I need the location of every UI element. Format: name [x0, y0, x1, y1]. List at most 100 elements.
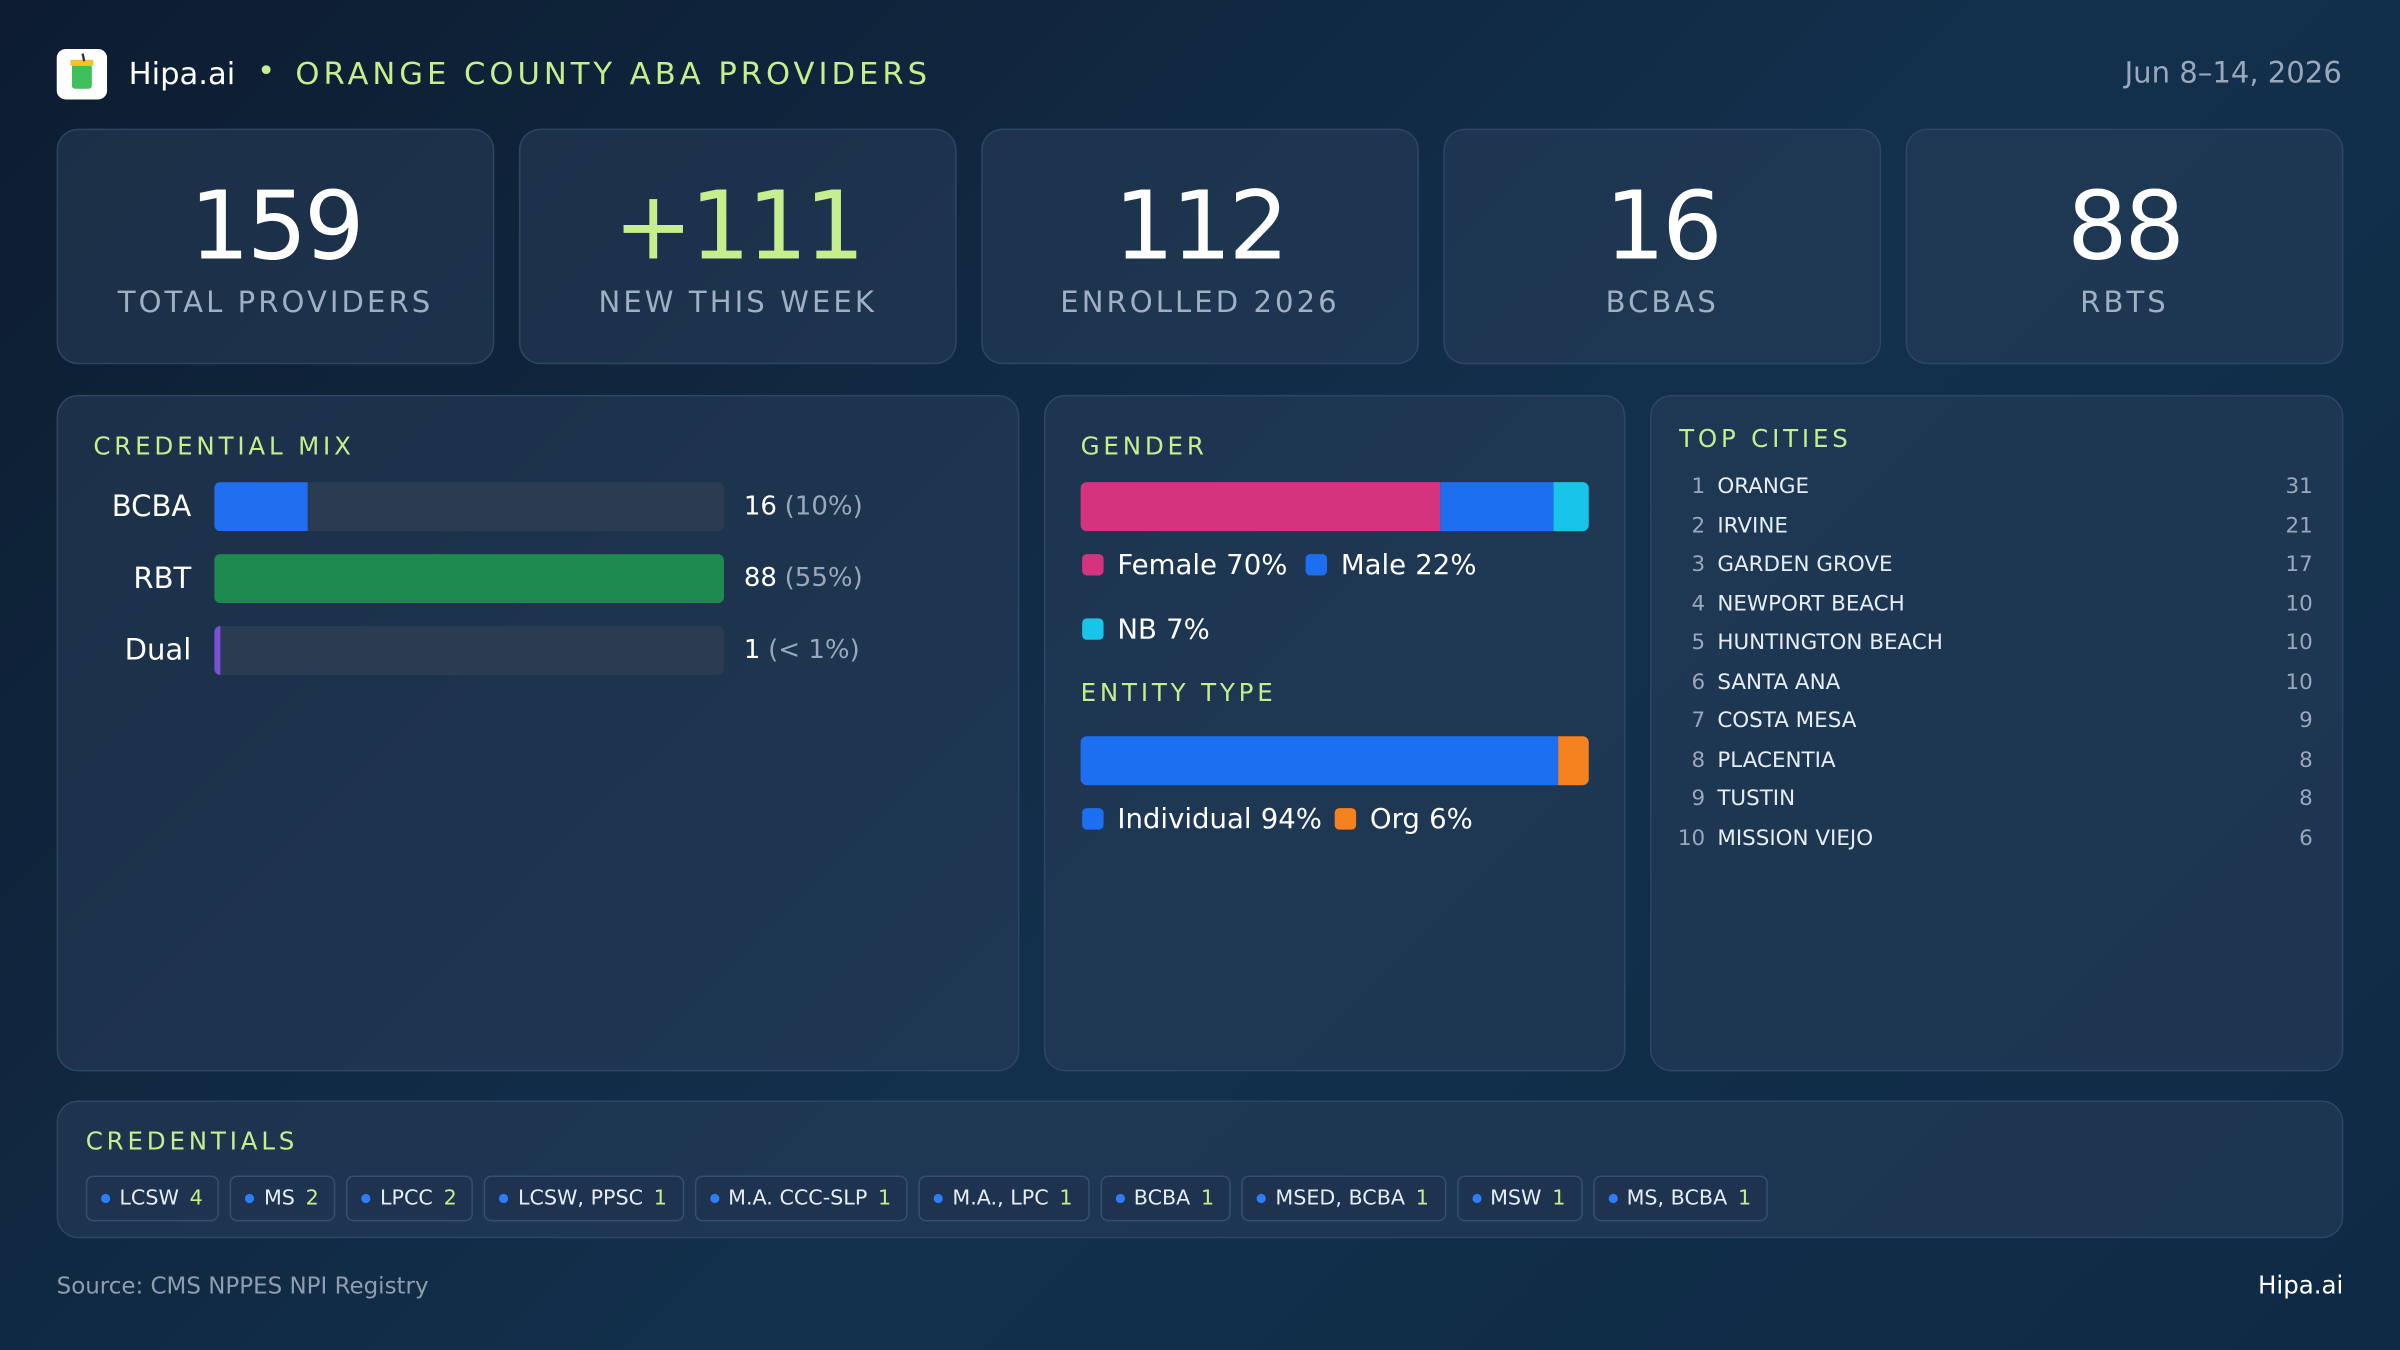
city-count: 10	[2285, 630, 2313, 656]
kpi-value: 88	[2067, 169, 2185, 282]
city-count: 9	[2299, 708, 2313, 734]
logo	[56, 48, 108, 100]
city-rank: 3	[1691, 552, 1706, 578]
value-label-row: 16 (10%)	[744, 491, 863, 522]
credential-chip: LCSW 4	[85, 1175, 220, 1222]
chip-count: 1	[1059, 1186, 1073, 1211]
kpi-label: RBTS	[2080, 286, 2169, 320]
chip-count: 1	[653, 1186, 667, 1211]
legend-value: 6%	[1429, 803, 1473, 836]
city-count: 10	[2285, 669, 2313, 695]
value-label: 1	[743, 635, 761, 666]
kpi-card: +111 NEW THIS WEEK	[518, 128, 957, 365]
panel-title: CREDENTIALS	[85, 1126, 299, 1156]
stacked-segment	[1080, 736, 1559, 786]
percent-label: (< 1%)	[768, 635, 860, 666]
legend-value: 7%	[1166, 613, 1210, 646]
city-rank: 7	[1691, 708, 1706, 734]
chip-dot	[1115, 1193, 1125, 1204]
legend-value: 94%	[1260, 803, 1322, 836]
city-name: HUNTINGTON BEACH	[1717, 630, 1943, 656]
city-name: TUSTIN	[1717, 786, 1796, 812]
credentials-panel: CREDENTIALS LCSW 4 MS 2 LPCC 2 LCSW, PPSC 1 M.A.…	[56, 1100, 2344, 1239]
credential-mix-panel: CREDENTIAL MIX BCBA 16 (10%) RBT 88 (55%) Dual…	[56, 394, 1020, 1072]
city-rank: 9	[1691, 786, 1706, 812]
chip-count: 1	[1415, 1186, 1429, 1211]
chip-label: MSW	[1490, 1186, 1542, 1211]
panel-title: CREDENTIAL MIX	[93, 431, 355, 461]
stacked-segment	[1558, 736, 1589, 786]
bar	[214, 482, 307, 532]
chip-label: MSED, BCBA	[1275, 1186, 1406, 1211]
chip-dot	[709, 1193, 719, 1204]
brand: Hipa.ai	[128, 55, 236, 92]
city-count: 8	[2299, 786, 2313, 812]
chip-count: 2	[305, 1186, 319, 1211]
city-rank: 4	[1691, 591, 1706, 617]
legend-swatch	[1082, 554, 1104, 576]
bar	[214, 626, 221, 675]
value-label: 16	[743, 491, 778, 522]
legend-name: Org	[1369, 803, 1420, 836]
legend-swatch	[1082, 618, 1104, 640]
kpi-value: 112	[1114, 169, 1289, 282]
chip-label: LPCC	[380, 1186, 433, 1211]
chip-dot	[934, 1193, 944, 1204]
bar-track	[214, 554, 724, 604]
legend-name: Individual	[1117, 803, 1252, 836]
stacked-segment	[1552, 482, 1589, 532]
value-label: 88	[743, 563, 778, 594]
kpi-card: 112 ENROLLED 2026	[981, 128, 1419, 365]
credential-chip: LPCC 2	[346, 1175, 474, 1222]
kpi-label: BCBAS	[1605, 286, 1719, 320]
chip-label: M.A., LPC	[952, 1186, 1049, 1211]
value-label-row: 88 (55%)	[744, 563, 863, 594]
city-name: MISSION VIEJO	[1717, 825, 1874, 851]
city-count: 6	[2299, 825, 2313, 851]
city-count: 31	[2285, 474, 2313, 499]
kpi-label: TOTAL PROVIDERS	[117, 286, 434, 320]
credential-chip: M.A., LPC 1	[918, 1175, 1090, 1222]
chip-list: LCSW 4 MS 2 LPCC 2 LCSW, PPSC 1 M.A. CCC-SLP 1 M.A…	[85, 1175, 1779, 1222]
city-name: PLACENTIA	[1717, 747, 1836, 773]
percent-label: (55%)	[784, 563, 863, 594]
header-title: ORANGE COUNTY ABA PROVIDERS	[295, 55, 932, 92]
credential-chip: LCSW, PPSC 1	[484, 1175, 684, 1222]
panel-title: ENTITY TYPE	[1080, 678, 1277, 708]
chip-label: LCSW, PPSC	[517, 1186, 644, 1211]
legend-value: 22%	[1415, 549, 1477, 582]
legend-name: Female	[1117, 549, 1217, 582]
kpi-card: 16 BCBAS	[1443, 128, 1882, 365]
legend-value: 70%	[1226, 549, 1288, 582]
credential-chip: BCBA 1	[1100, 1175, 1232, 1222]
top-cities-panel: TOP CITIES 1 ORANGE 31 2 IRVINE 21 3 GARDEN GRO…	[1649, 394, 2344, 1072]
legend-item: Individual 94%	[1082, 804, 1322, 836]
chip-label: MS	[263, 1186, 295, 1211]
city-count: 21	[2285, 513, 2313, 539]
percent-label: (10%)	[784, 491, 863, 522]
city-rank: 8	[1691, 747, 1706, 773]
city-rank: 10	[1677, 825, 1706, 851]
kpi-card: 88 RBTS	[1905, 128, 2344, 365]
credential-chip: MS 2	[230, 1175, 336, 1222]
city-count: 8	[2299, 747, 2313, 773]
credential-chip: MSED, BCBA 1	[1241, 1175, 1446, 1222]
kpi-value: 16	[1604, 169, 1723, 282]
chip-label: BCBA	[1133, 1186, 1191, 1211]
footer-brand: Hipa.ai	[2257, 1270, 2344, 1300]
source: Source: CMS NPPES NPI Registry	[56, 1271, 429, 1300]
kpi-label: NEW THIS WEEK	[598, 286, 877, 320]
chip-count: 1	[1201, 1186, 1215, 1211]
legend-name: Male	[1340, 549, 1407, 582]
chip-dot	[101, 1193, 111, 1204]
city-name: GARDEN GROVE	[1717, 552, 1893, 578]
credential-chip: MSW 1	[1456, 1175, 1583, 1222]
chip-dot	[1608, 1193, 1618, 1204]
chip-label: LCSW	[119, 1186, 179, 1211]
city-name: COSTA MESA	[1717, 708, 1857, 734]
city-rank: 2	[1691, 513, 1706, 539]
kpi-card: 159 TOTAL PROVIDERS	[56, 128, 495, 365]
chip-dot	[1471, 1193, 1481, 1204]
